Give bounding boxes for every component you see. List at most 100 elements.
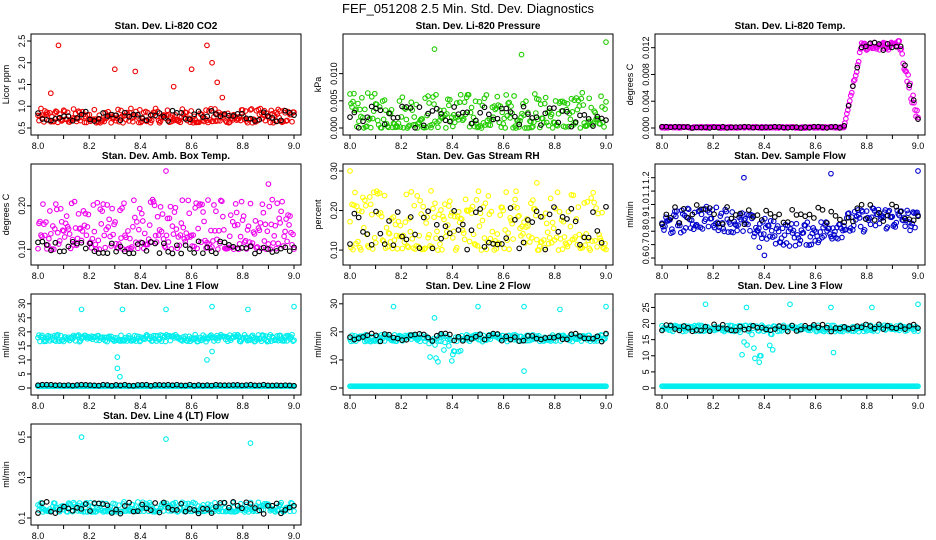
outlier-point [743,304,750,311]
data-point [65,243,72,250]
data-point [104,250,111,257]
data-point [347,241,353,247]
data-point [50,246,57,253]
outlier-point [132,68,139,75]
data-point [347,114,353,120]
data-point [821,233,827,239]
data-point [35,110,41,117]
data-point [769,346,776,353]
data-point [256,248,263,255]
data-point [239,110,245,117]
data-point [850,218,856,225]
data-point [104,202,111,208]
data-point [247,115,254,122]
data-point [208,510,215,516]
outlier-point [214,79,221,86]
data-point [95,115,102,122]
data-point [784,219,791,225]
data-point [502,227,509,233]
data-point [234,502,241,509]
y-axis-label: ml/min [1,331,11,358]
data-point [544,229,551,236]
data-point [802,322,809,329]
data-point [473,196,480,203]
data-point [448,358,455,364]
y-tick-label: 30 [329,299,339,309]
series-points [347,39,609,131]
reference-points [347,203,609,253]
data-point [177,232,184,238]
y-tick-label: 2.5 [17,35,27,48]
data-point [797,211,804,218]
data-point [160,240,167,247]
data-point [856,215,863,221]
data-point [240,213,247,219]
data-point [115,106,121,113]
data-point [213,208,219,215]
data-point [852,72,859,79]
data-point [461,99,468,106]
y-tick-label: 25 [17,313,27,323]
y-tick-label: 0.10 [17,241,27,259]
data-point [121,109,128,116]
outlier-point [830,349,837,356]
data-point [540,237,547,243]
data-point [667,322,674,329]
data-point [597,235,603,241]
data-point [216,508,222,515]
data-point [291,112,297,118]
reference-points [35,381,297,389]
chart-panel-8: Stan. Dev. Line 2 Flow ml/min 8.0 8.2 8.4 8.6… [313,281,614,411]
data-point [541,100,548,107]
data-point [585,118,592,125]
data-point [290,231,296,238]
data-point [850,325,856,332]
x-tick-label: 8.0 [32,141,45,151]
data-point [82,108,89,115]
data-point [603,330,609,337]
data-point [143,247,150,254]
data-point [599,209,605,216]
data-point [386,110,392,117]
data-point [863,43,869,50]
x-tick-label: 8.2 [395,141,408,151]
y-tick-label: 0.9 [641,212,651,225]
data-point [248,106,255,112]
data-point [433,105,440,112]
data-point [589,238,596,244]
data-point [578,95,585,102]
y-tick-label: 20 [329,327,339,337]
data-point [905,210,911,217]
data-point [89,235,96,242]
x-tick-label: 9.0 [288,531,301,540]
data-point [880,326,887,332]
data-point [850,83,856,89]
series-points [35,303,297,390]
data-point [212,227,218,234]
data-point [169,223,176,229]
data-point [43,242,50,248]
data-point [132,214,138,221]
data-point [585,115,592,122]
chart-title: Stan. Dev. Sample Flow [734,151,846,162]
data-point [529,124,535,131]
data-point [549,219,556,226]
data-point [587,247,594,253]
chart-panel-1: Stan. Dev. Li-820 CO2 Licor ppm 8.0 8.2 8.4 8… [1,21,302,151]
data-point [368,93,375,100]
data-point [398,114,405,120]
data-point [837,216,843,223]
data-point [203,107,209,113]
data-point [502,125,509,131]
data-point [284,117,290,124]
data-point [168,508,175,514]
y-axis-label: degrees C [625,63,635,105]
data-point [199,201,205,208]
x-tick-label: 8.8 [861,271,874,281]
data-point [880,47,887,54]
outlier-point [475,303,481,310]
data-point [685,214,691,221]
data-point [245,223,252,230]
y-tick-label: 0 [641,385,651,390]
data-point [64,109,71,116]
